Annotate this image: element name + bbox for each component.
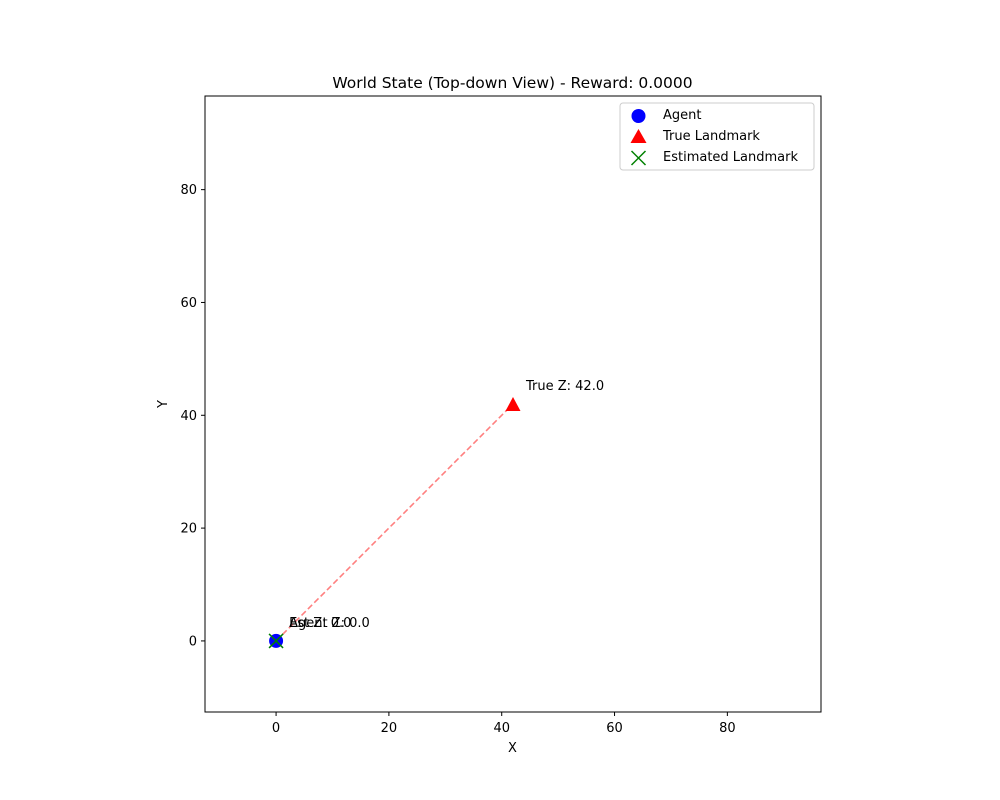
y-tick-label: 40 — [180, 409, 197, 424]
legend: Agent True Landmark Estimated Landmark — [619, 102, 815, 171]
y-tick-label: 80 — [180, 183, 197, 198]
point-annotation: Est Z: 0.0 — [289, 616, 351, 631]
x-tick-label: 20 — [381, 721, 398, 736]
estimated-landmark-point — [268, 633, 284, 649]
legend-box — [619, 102, 815, 171]
x-tick-label: 0 — [272, 721, 280, 736]
y-axis: 0 20 40 60 80 — [180, 183, 205, 649]
legend-true-landmark-marker — [630, 129, 647, 143]
estimated-landmark-stroke — [268, 633, 284, 649]
y-tick-label: 20 — [180, 522, 197, 537]
x-tick-label: 80 — [719, 721, 736, 736]
legend-estimated-landmark-label: Estimated Landmark — [663, 150, 798, 165]
legend-true-landmark-label: True Landmark — [662, 129, 760, 144]
legend-agent-marker — [631, 109, 646, 123]
point-annotation: Agent Z: 0.0 — [289, 616, 370, 631]
point-annotation: True Z: 42.0 — [525, 379, 604, 394]
plot-frame — [204, 95, 822, 713]
chart-title: World State (Top-down View) - Reward: 0.… — [332, 74, 692, 92]
y-tick-label: 0 — [189, 634, 197, 649]
y-tick-label: 60 — [180, 296, 197, 311]
x-tick-label: 60 — [606, 721, 623, 736]
connector-line — [275, 403, 514, 642]
x-tick-label: 40 — [493, 721, 510, 736]
x-axis-label: X — [508, 741, 517, 756]
legend-agent-label: Agent — [663, 108, 701, 123]
x-axis: 0 20 40 60 80 — [272, 712, 736, 736]
legend-estimated-landmark-marker — [630, 150, 647, 166]
y-axis-label: Y — [156, 400, 171, 409]
true-landmark-point — [505, 397, 521, 411]
